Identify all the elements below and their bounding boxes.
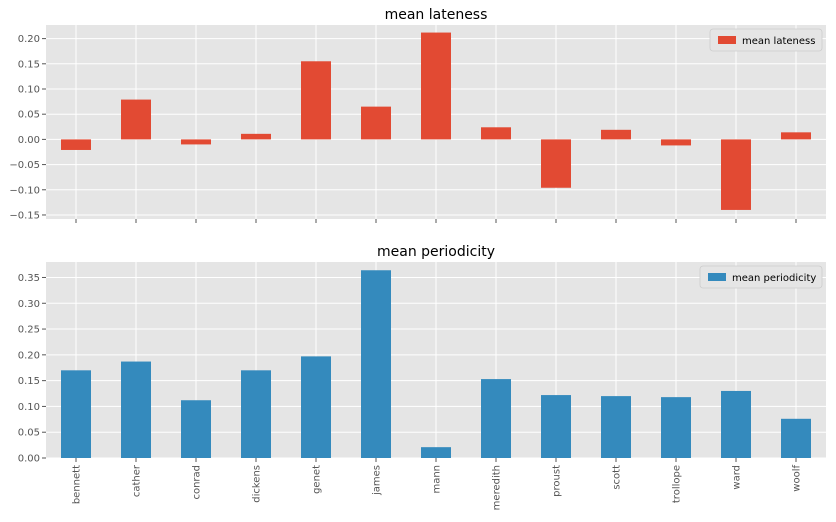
ytick-label: 0.35: [18, 273, 40, 284]
bar-cather: [121, 361, 151, 458]
ytick-label: −0.05: [9, 160, 40, 171]
ytick-label: 0.20: [18, 34, 40, 45]
bar-james: [361, 270, 391, 458]
legend-label: mean lateness: [742, 36, 815, 47]
bar-scott: [601, 129, 631, 140]
ytick-label: 0.25: [18, 325, 40, 336]
ytick-label: 0.15: [18, 376, 40, 387]
legend-box: [709, 28, 823, 52]
chart-panel-2: 0.00 0.05 0.10 0.15 0.20 0.25 0.30 0.35 bennett c…: [18, 244, 826, 510]
ytick-label: 0.05: [18, 428, 40, 439]
bar-meredith: [481, 379, 511, 458]
bar-trollope: [661, 139, 691, 146]
xtick-label: dickens: [252, 465, 263, 503]
xtick-label: genet: [312, 465, 323, 494]
chart-panel-1: −0.15 −0.10 −0.05 0.00 0.05 0.10 0.15 0.20 mean …: [9, 7, 826, 223]
bar-woolf: [781, 132, 811, 140]
legend-swatch: [708, 273, 726, 281]
ytick-label: 0.05: [18, 110, 40, 121]
bar-meredith: [481, 127, 511, 140]
ytick-label: −0.15: [9, 210, 40, 221]
bar-cather: [121, 99, 151, 140]
ytick-label: 0.30: [18, 299, 40, 310]
bar-conrad: [181, 400, 211, 458]
bar-mann: [421, 447, 451, 458]
bar-proust: [541, 395, 571, 458]
legend-label: mean periodicity: [732, 273, 816, 284]
xtick-label: scott: [612, 465, 623, 490]
xtick-label: bennett: [72, 465, 83, 504]
legend: mean lateness: [709, 28, 823, 52]
ytick-label: 0.15: [18, 59, 40, 70]
chart-title: mean lateness: [385, 7, 488, 23]
bar-proust: [541, 139, 571, 188]
ytick-label: 0.00: [18, 454, 40, 465]
bar-bennett: [61, 139, 91, 150]
ytick-label: 0.00: [18, 135, 40, 146]
bar-genet: [301, 61, 331, 140]
ytick-label: 0.10: [18, 402, 40, 413]
xtick-label: conrad: [192, 465, 203, 500]
chart-title: mean periodicity: [377, 244, 495, 260]
bar-dickens: [241, 370, 271, 458]
ytick-label: 0.10: [18, 84, 40, 95]
xtick-label: meredith: [492, 465, 503, 510]
xtick-label: ward: [732, 465, 743, 490]
bar-james: [361, 106, 391, 140]
xtick-label: cather: [132, 464, 143, 497]
bar-woolf: [781, 418, 811, 458]
ytick-label: −0.10: [9, 185, 40, 196]
bar-bennett: [61, 370, 91, 458]
bar-ward: [721, 139, 751, 210]
bar-trollope: [661, 397, 691, 458]
legend: mean periodicity: [699, 265, 823, 289]
xtick-label: woolf: [792, 465, 803, 492]
legend-swatch: [718, 36, 736, 44]
legend-box: [699, 265, 823, 289]
xtick-label: james: [372, 465, 383, 496]
bar-dickens: [241, 133, 271, 140]
bar-mann: [421, 32, 451, 140]
bar-genet: [301, 356, 331, 458]
bar-conrad: [181, 139, 211, 145]
bar-ward: [721, 390, 751, 458]
xtick-label: mann: [432, 465, 443, 494]
xtick-label: trollope: [672, 465, 683, 503]
bar-scott: [601, 396, 631, 458]
ytick-label: 0.20: [18, 350, 40, 361]
xtick-label: proust: [552, 465, 563, 497]
